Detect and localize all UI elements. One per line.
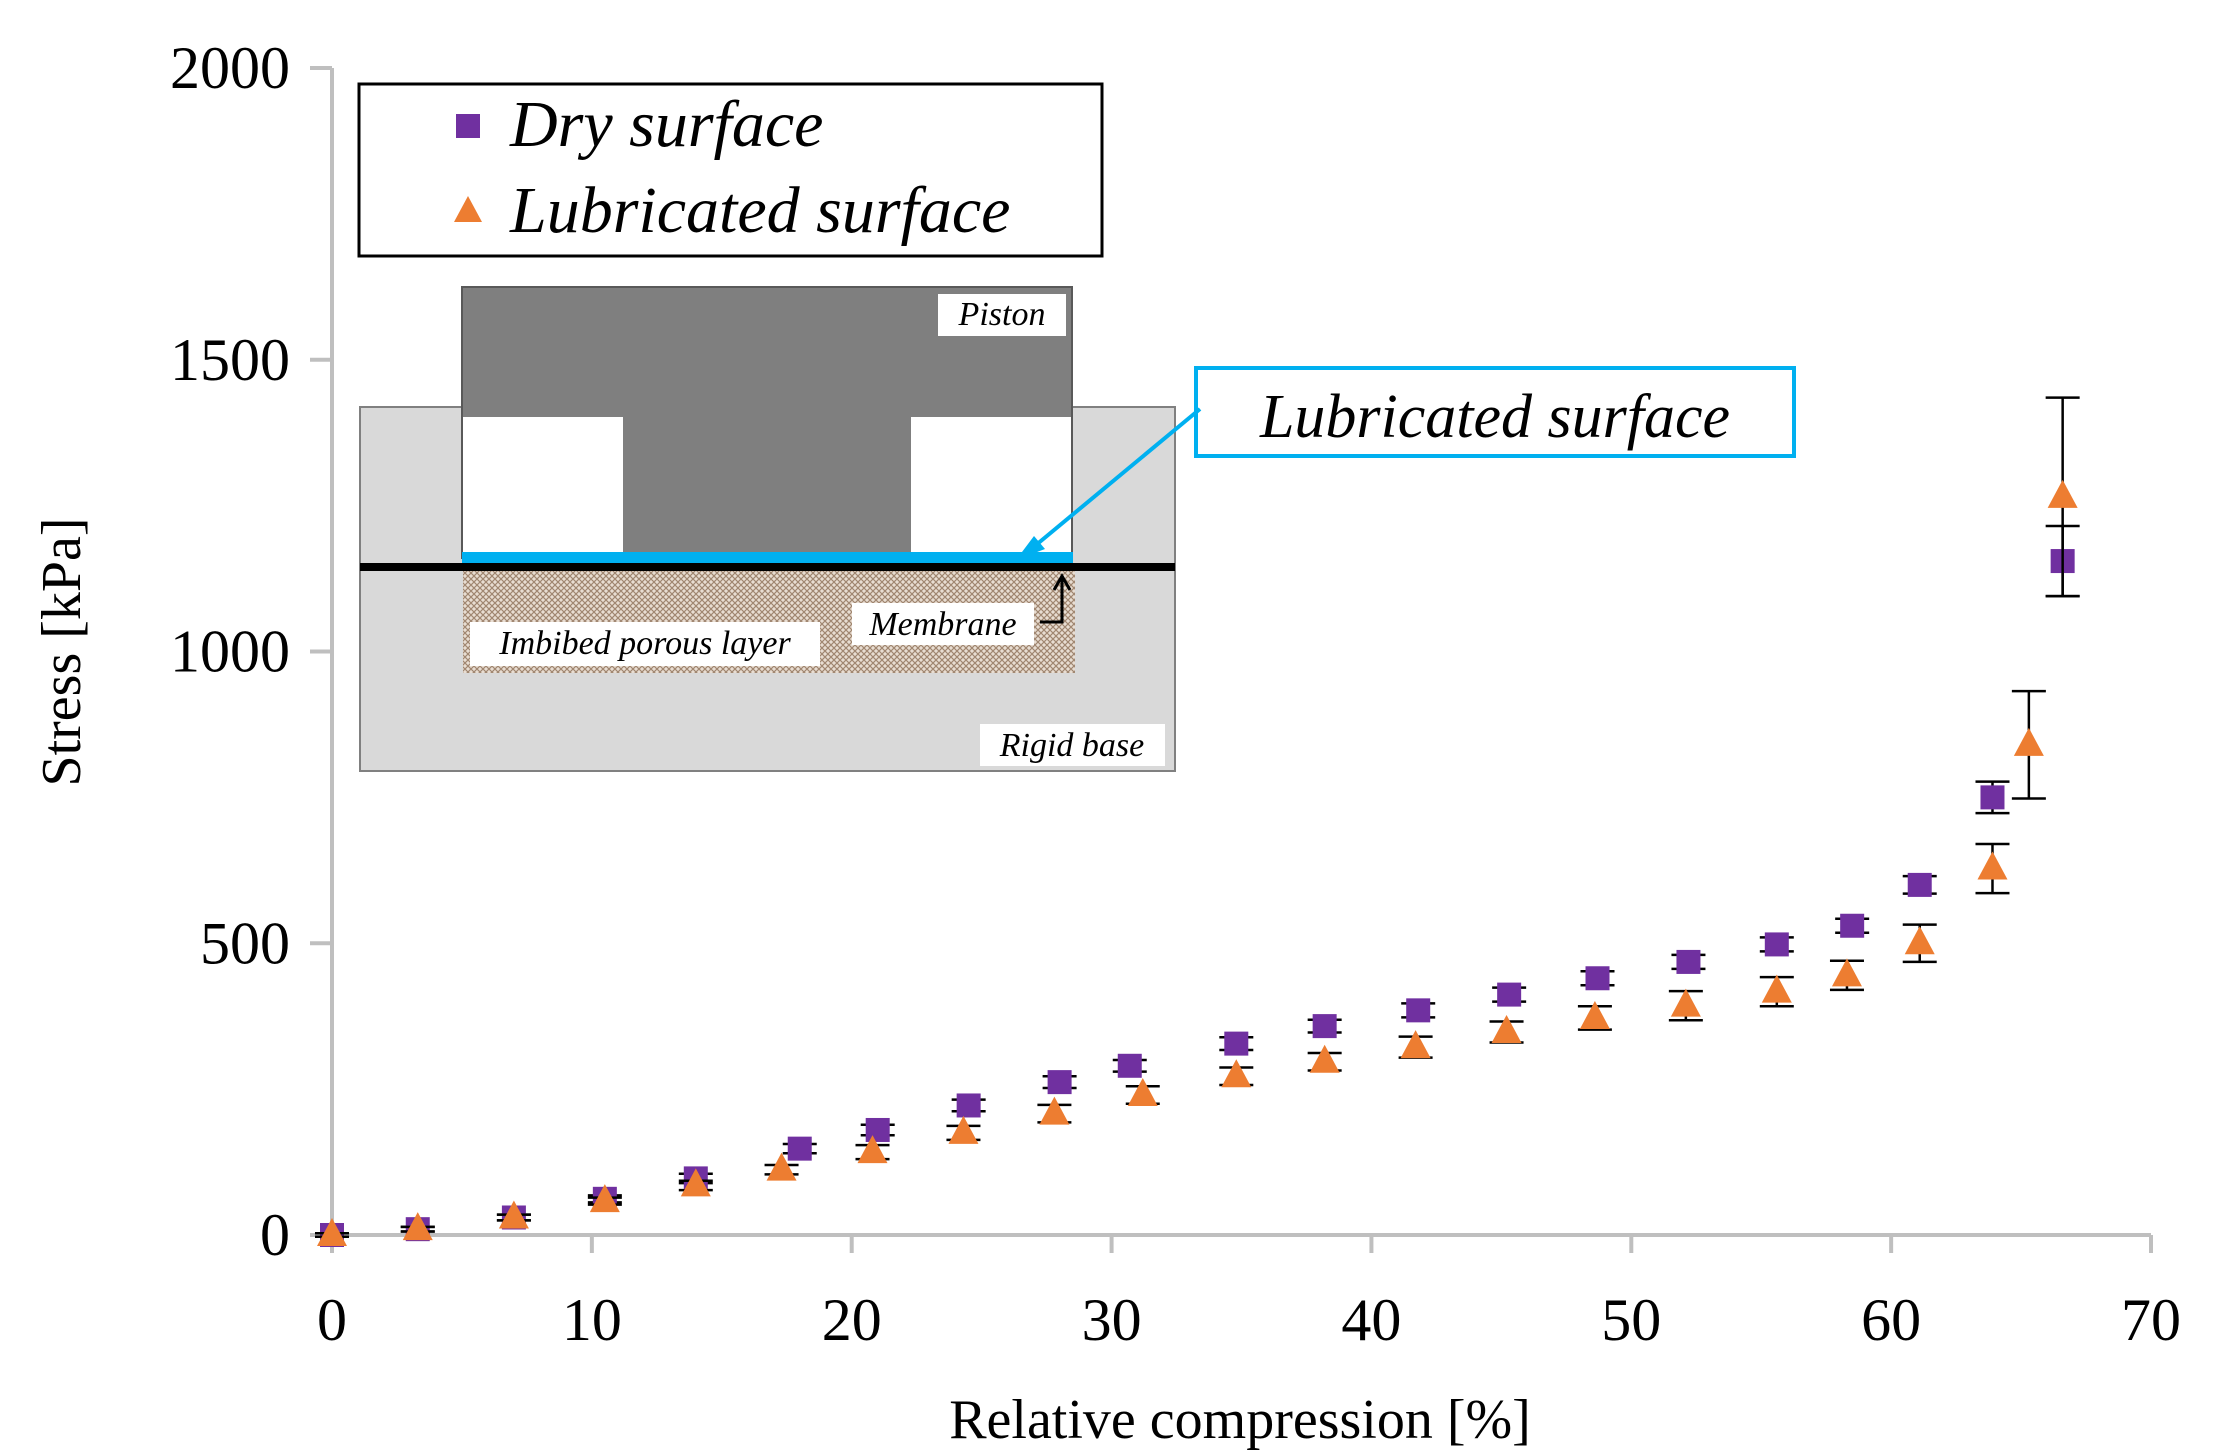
data-point bbox=[1840, 913, 1865, 938]
x-tick-label: 40 bbox=[1341, 1287, 1401, 1353]
data-point bbox=[1127, 1077, 1158, 1106]
data-point bbox=[1977, 851, 2008, 880]
callout-arrowhead bbox=[1016, 536, 1045, 560]
callout-arrow bbox=[1028, 407, 1202, 552]
x-tick-label: 20 bbox=[822, 1287, 882, 1353]
membrane-arrowhead bbox=[1052, 572, 1072, 591]
porous-layer-label: Imbibed porous layer bbox=[498, 625, 791, 662]
data-point bbox=[498, 1200, 529, 1229]
data-point bbox=[1406, 998, 1431, 1023]
y-tick-label: 1500 bbox=[170, 327, 290, 393]
data-point bbox=[1491, 1014, 1522, 1043]
membrane-label: Membrane bbox=[868, 606, 1016, 643]
data-point bbox=[1312, 1014, 1337, 1039]
data-point bbox=[1585, 966, 1610, 991]
lubricant-layer bbox=[462, 552, 1073, 564]
data-point bbox=[1117, 1053, 1142, 1078]
data-point bbox=[1670, 988, 1701, 1017]
data-point bbox=[1980, 785, 2005, 810]
legend-lubricated-label: Lubricated surface bbox=[509, 174, 1010, 247]
data-point bbox=[1761, 974, 1792, 1003]
data-point bbox=[956, 1093, 981, 1118]
data-point bbox=[402, 1212, 433, 1241]
legend-lubricated-marker bbox=[454, 196, 482, 222]
legend-dry-marker bbox=[456, 114, 480, 138]
piston-cavity-left bbox=[463, 417, 623, 553]
data-point bbox=[766, 1152, 797, 1181]
piston-label-box bbox=[938, 294, 1066, 336]
x-tick-label: 70 bbox=[2121, 1287, 2181, 1353]
data-point bbox=[1309, 1044, 1340, 1073]
data-point bbox=[1497, 982, 1522, 1007]
y-tick-label: 0 bbox=[260, 1202, 290, 1268]
base-label-box bbox=[980, 724, 1165, 766]
data-point bbox=[1831, 958, 1862, 987]
y-axis-title: Stress [kPa] bbox=[31, 517, 93, 786]
data-point bbox=[2047, 479, 2078, 508]
porous-label-box bbox=[470, 622, 820, 666]
piston-cavity-right bbox=[911, 417, 1071, 553]
data-point bbox=[680, 1168, 711, 1197]
inset-schematic: Piston Membrane Imbibed porous layer Rig… bbox=[359, 286, 1796, 772]
data-point bbox=[1764, 932, 1789, 957]
data-point bbox=[948, 1115, 979, 1144]
legend-box bbox=[357, 82, 1104, 258]
y-tick-label: 2000 bbox=[170, 35, 290, 101]
data-point bbox=[317, 1218, 347, 1246]
data-point bbox=[2013, 727, 2044, 756]
membrane-arrow bbox=[1040, 578, 1064, 624]
data-point bbox=[1907, 872, 1932, 897]
y-tick-label: 1000 bbox=[170, 619, 290, 685]
rigid-base-label: Rigid base bbox=[999, 727, 1144, 764]
legend-dry-label: Dry surface bbox=[509, 88, 823, 161]
legend: Dry surface Lubricated surface bbox=[357, 82, 1104, 258]
data-point bbox=[1904, 926, 1935, 955]
data-point bbox=[589, 1184, 620, 1213]
x-tick-label: 50 bbox=[1601, 1287, 1661, 1353]
series-lubricated-surface bbox=[315, 396, 2080, 1246]
data-point bbox=[857, 1135, 888, 1164]
data-point bbox=[787, 1136, 812, 1161]
y-tick-label: 500 bbox=[200, 910, 290, 976]
data-point bbox=[1400, 1030, 1431, 1059]
data-point bbox=[1676, 949, 1701, 974]
data-point bbox=[865, 1117, 890, 1142]
y-axis-ticks: 0 500 1000 1500 2000 bbox=[170, 35, 332, 1268]
x-axis-ticks: 0 10 20 30 40 50 60 70 bbox=[317, 1235, 2181, 1353]
series-layer bbox=[315, 396, 2080, 1247]
piston-label: Piston bbox=[958, 296, 1046, 333]
x-tick-label: 10 bbox=[562, 1287, 622, 1353]
membrane-label-box bbox=[852, 603, 1034, 645]
x-tick-label: 0 bbox=[317, 1287, 347, 1353]
data-point bbox=[1221, 1059, 1252, 1088]
data-point bbox=[1579, 1000, 1610, 1029]
x-axis-title: Relative compression [%] bbox=[949, 1389, 1531, 1451]
data-point bbox=[1224, 1031, 1249, 1056]
data-point bbox=[1047, 1070, 1072, 1095]
data-point bbox=[1039, 1096, 1070, 1125]
x-tick-label: 30 bbox=[1082, 1287, 1142, 1353]
callout-label: Lubricated surface bbox=[1259, 383, 1730, 451]
x-tick-label: 60 bbox=[1861, 1287, 1921, 1353]
